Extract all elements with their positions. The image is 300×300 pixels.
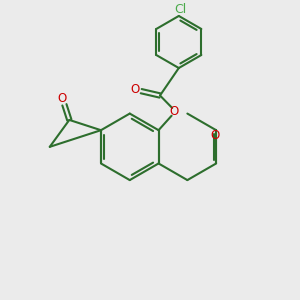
- Text: O: O: [170, 105, 179, 118]
- Text: O: O: [130, 83, 140, 96]
- Text: O: O: [58, 92, 67, 105]
- Text: O: O: [210, 130, 219, 142]
- Text: Cl: Cl: [174, 3, 186, 16]
